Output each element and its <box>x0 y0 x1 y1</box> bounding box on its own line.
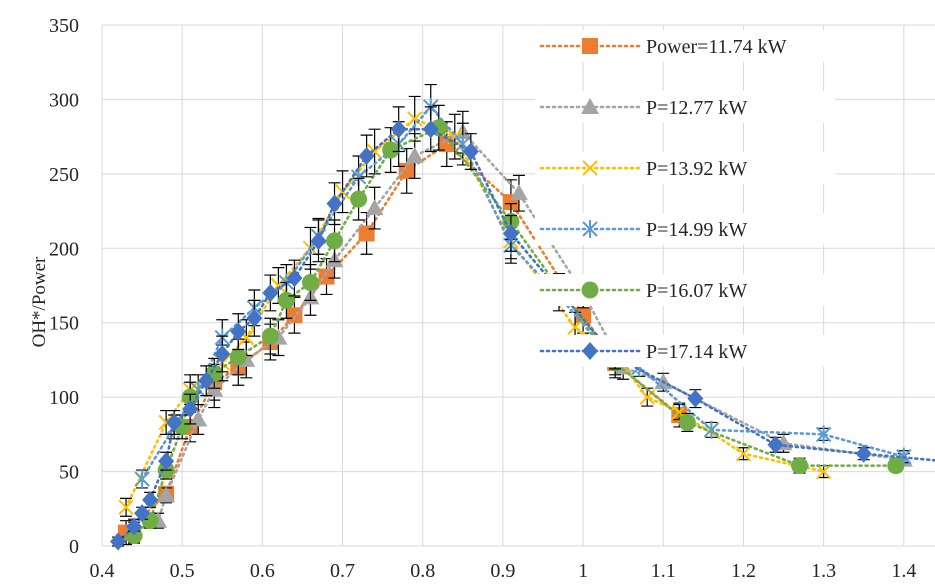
x-tick-label: 1.4 <box>891 560 916 582</box>
legend-item: P=17.14 kW <box>535 335 835 367</box>
legend-item: P=13.92 kW <box>535 152 835 184</box>
legend-marker <box>582 160 598 176</box>
data-point <box>310 231 327 250</box>
x-tick-label: 0.9 <box>490 560 515 582</box>
plot-area <box>110 83 935 551</box>
y-tick-label: 350 <box>49 15 79 37</box>
data-point <box>318 268 335 285</box>
data-point <box>134 504 151 523</box>
data-point <box>158 452 175 471</box>
axes: 0.40.50.60.70.80.911.11.21.31.41.5050100… <box>49 15 916 582</box>
data-point <box>855 444 872 463</box>
data-point <box>286 269 303 288</box>
legend-item: P=16.07 kW <box>535 274 835 306</box>
data-point <box>405 146 424 163</box>
y-tick-label: 50 <box>59 462 79 484</box>
data-point <box>687 389 704 408</box>
series-line <box>140 104 906 481</box>
legend-marker <box>582 342 598 360</box>
y-axis-title: OH*/Power <box>29 256 50 347</box>
data-point <box>134 470 150 489</box>
legend-label: P=17.14 kW <box>646 341 747 363</box>
data-point <box>262 283 279 302</box>
data-point <box>358 146 375 165</box>
x-tick-label: 0.7 <box>330 560 355 582</box>
y-tick-label: 150 <box>49 313 79 335</box>
x-tick-label: 0.8 <box>410 560 435 582</box>
data-point <box>326 194 343 213</box>
data-point <box>142 490 159 509</box>
data-point <box>350 190 368 208</box>
legend-label: P=13.92 kW <box>646 158 747 180</box>
data-point <box>358 225 375 242</box>
data-point <box>301 274 319 292</box>
data-point <box>214 344 231 363</box>
x-tick-label: 1.1 <box>651 560 676 582</box>
data-point <box>678 413 696 431</box>
data-point <box>189 410 208 427</box>
x-tick-label: 0.5 <box>170 560 195 582</box>
data-point <box>815 425 832 444</box>
data-point <box>382 141 400 159</box>
data-point <box>735 446 752 462</box>
x-tick-label: 1.2 <box>731 560 756 582</box>
data-point <box>118 499 134 516</box>
data-point <box>166 413 183 432</box>
legend-label: P=14.99 kW <box>646 219 747 241</box>
data-point <box>110 532 127 551</box>
data-point <box>246 309 263 328</box>
data-point <box>365 199 384 216</box>
data-point <box>407 111 423 127</box>
data-point <box>422 120 439 139</box>
legend-marker <box>581 281 599 299</box>
y-tick-label: 100 <box>49 387 79 409</box>
series-line <box>132 126 898 537</box>
data-point <box>567 319 583 335</box>
y-tick-label: 300 <box>49 89 79 111</box>
y-tick-label: 200 <box>49 238 79 260</box>
legend-marker <box>582 38 598 54</box>
legend: Power=11.74 kW P=12.77 kW P=13.92 kW P=14.9… <box>535 30 835 367</box>
legend-marker <box>582 220 598 238</box>
x-tick-label: 1.3 <box>811 560 836 582</box>
x-tick-label: 1 <box>578 560 588 582</box>
x-tick-label: 0.4 <box>90 560 115 582</box>
legend-item: Power=11.74 kW <box>535 30 835 62</box>
data-point <box>230 322 247 341</box>
data-point <box>390 120 407 139</box>
data-point <box>509 184 528 201</box>
legend-marker <box>581 98 599 114</box>
legend-label: P=12.77 kW <box>646 97 747 119</box>
x-tick-label: 0.6 <box>250 560 275 582</box>
legend-label: P=16.07 kW <box>646 280 747 302</box>
y-tick-label: 0 <box>69 536 79 558</box>
data-point <box>791 457 809 475</box>
series-1 <box>118 121 688 546</box>
data-point <box>182 400 199 419</box>
data-point <box>502 224 519 243</box>
data-point <box>261 327 279 345</box>
data-point <box>198 371 215 390</box>
series-4 <box>134 83 912 489</box>
data-point <box>767 435 784 454</box>
data-point <box>398 162 415 179</box>
data-point <box>229 348 247 366</box>
data-point <box>462 142 479 161</box>
data-point <box>326 232 344 250</box>
y-tick-label: 250 <box>49 164 79 186</box>
data-point <box>277 291 295 309</box>
legend-item: P=12.77 kW <box>535 91 835 123</box>
data-point <box>157 486 176 503</box>
data-point <box>126 517 143 536</box>
series-line <box>132 130 906 533</box>
legend-item: P=14.99 kW <box>535 213 835 245</box>
legend-label: Power=11.74 kW <box>646 36 787 58</box>
data-point <box>887 457 905 475</box>
